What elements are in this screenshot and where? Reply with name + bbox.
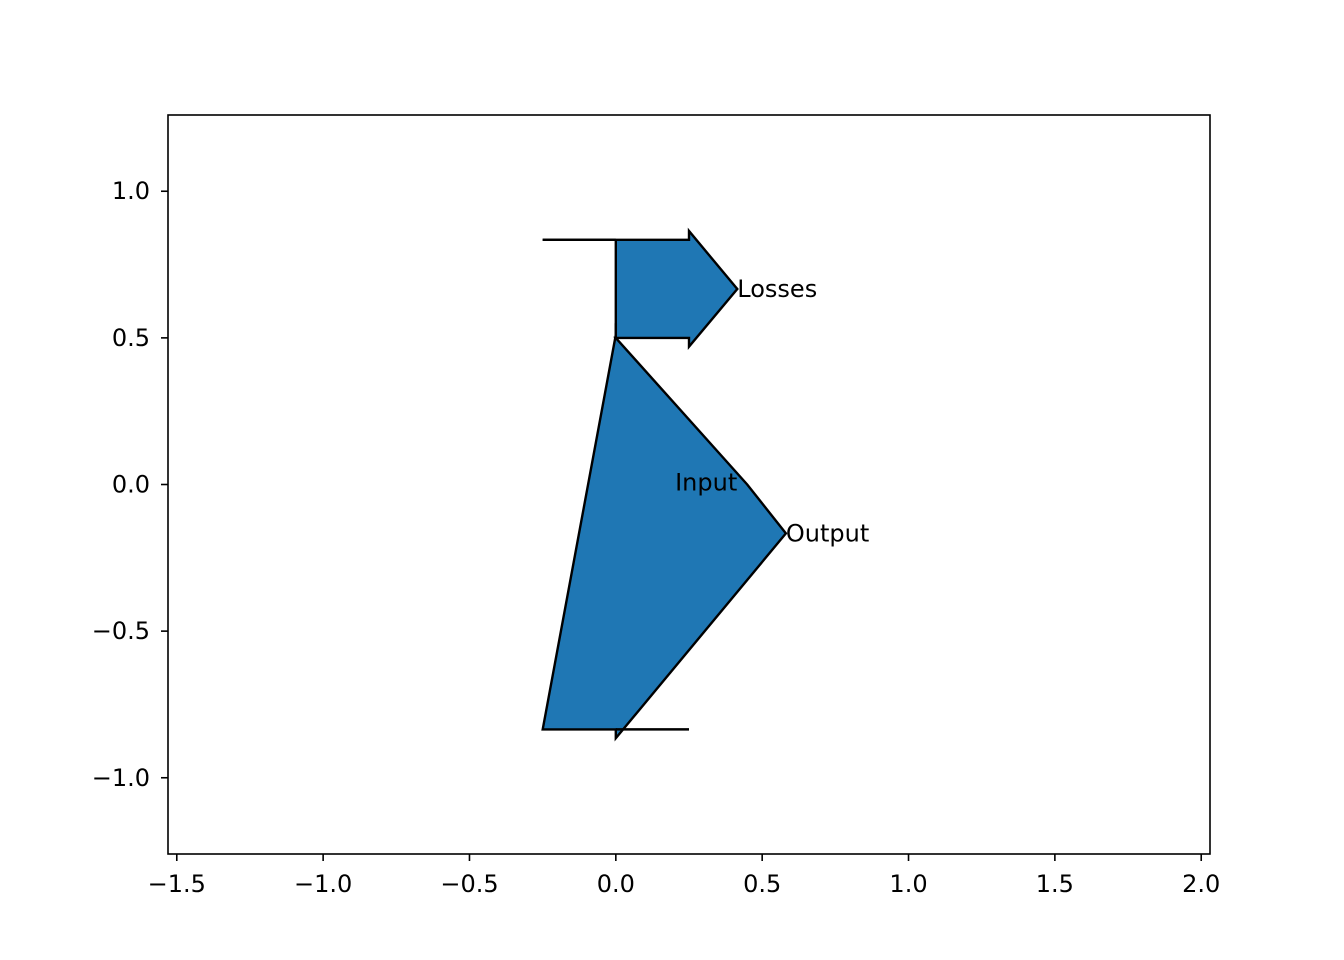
- y-tick-label: 1.0: [112, 177, 150, 205]
- sankey-flow-body: [541, 227, 788, 742]
- x-tick-label: −1.5: [148, 870, 206, 898]
- x-tick-label: −0.5: [440, 870, 498, 898]
- y-tick-label: −0.5: [92, 617, 150, 645]
- y-tick-label: 0.0: [112, 471, 150, 499]
- x-tick-label: 1.5: [1036, 870, 1074, 898]
- x-tick-label: 1.0: [889, 870, 927, 898]
- output-label: Output: [786, 519, 869, 547]
- input-label: Input: [675, 469, 737, 497]
- sankey-flows: [541, 227, 788, 742]
- x-tick-label: 0.0: [597, 870, 635, 898]
- y-axis: 1.0 0.5 0.0 −0.5 −1.0: [92, 177, 168, 792]
- x-axis: −1.5 −1.0 −0.5 0.0 0.5 1.0 1.5 2.0: [148, 854, 1220, 898]
- y-tick-label: −1.0: [92, 764, 150, 792]
- x-tick-label: 2.0: [1182, 870, 1220, 898]
- x-tick-label: 0.5: [743, 870, 781, 898]
- x-tick-label: −1.0: [294, 870, 352, 898]
- losses-label: Losses: [737, 275, 817, 303]
- y-tick-label: 0.5: [112, 324, 150, 352]
